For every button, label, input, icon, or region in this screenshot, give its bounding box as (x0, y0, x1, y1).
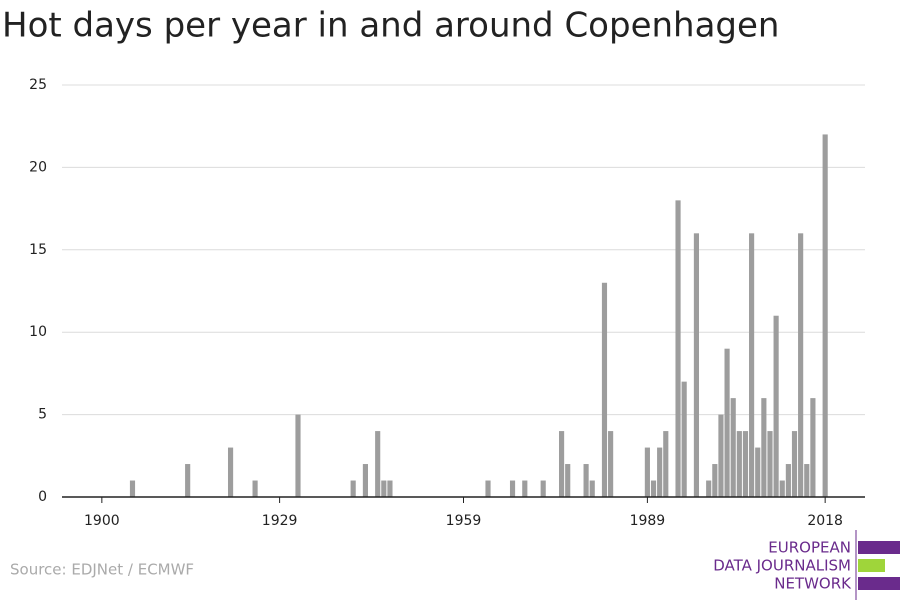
bar (736, 431, 742, 497)
bar (749, 233, 755, 497)
bar (706, 480, 712, 497)
bar (252, 480, 258, 497)
bar (589, 480, 595, 497)
bar (657, 447, 663, 497)
logo-bar (858, 577, 900, 590)
bar (810, 398, 816, 497)
logo-bar (858, 559, 885, 572)
bar (804, 464, 810, 497)
bar (185, 464, 191, 497)
x-tick-label: 1929 (262, 513, 298, 529)
bar (718, 414, 724, 497)
y-tick-label: 0 (38, 489, 47, 505)
logo: EUROPEAN DATA JOURNALISM NETWORK (713, 530, 900, 600)
y-tick-label: 25 (29, 77, 47, 93)
logo-text: DATA JOURNALISM (713, 557, 851, 575)
bar (644, 447, 650, 497)
bar (742, 431, 749, 497)
bar (522, 480, 528, 497)
bar (583, 464, 589, 497)
bar (387, 480, 393, 497)
bar (773, 315, 779, 497)
bar (485, 480, 491, 497)
bar (362, 464, 368, 497)
bar (381, 480, 387, 497)
y-tick-label: 10 (29, 324, 47, 340)
bar (779, 480, 785, 497)
y-tick-label: 5 (38, 407, 47, 423)
logo-text: EUROPEAN (768, 539, 851, 557)
bar (663, 431, 669, 497)
bar (540, 480, 546, 497)
bar (798, 233, 804, 497)
bar (608, 431, 614, 497)
logo-text: NETWORK (774, 575, 852, 593)
bar (350, 480, 356, 497)
bar (681, 381, 687, 497)
y-tick-label: 20 (29, 159, 47, 175)
bar (675, 200, 681, 498)
x-tick-label: 1959 (446, 513, 482, 529)
logo-bar (858, 541, 900, 554)
bar (559, 431, 565, 497)
x-tick-label: 2018 (807, 513, 843, 529)
y-tick-label: 15 (29, 242, 47, 258)
bar (785, 464, 791, 497)
chart-title: Hot days per year in and around Copenhag… (2, 6, 779, 46)
source: Source: EDJNet / ECMWF (10, 561, 194, 579)
bar (693, 233, 700, 497)
bar (791, 431, 798, 497)
bar (767, 431, 773, 497)
bar (509, 480, 516, 497)
bar (129, 480, 136, 497)
bar (227, 447, 234, 497)
bar (724, 348, 730, 497)
bar (650, 480, 657, 497)
x-tick-label: 1989 (630, 513, 666, 529)
bar (295, 414, 301, 497)
x-tick-label: 1900 (84, 513, 120, 529)
bar (730, 398, 736, 497)
bar (375, 431, 381, 497)
bar (601, 282, 608, 497)
bar (755, 447, 761, 497)
bar (822, 134, 828, 497)
bar (712, 464, 718, 497)
bar (565, 464, 571, 497)
bar (761, 398, 767, 497)
